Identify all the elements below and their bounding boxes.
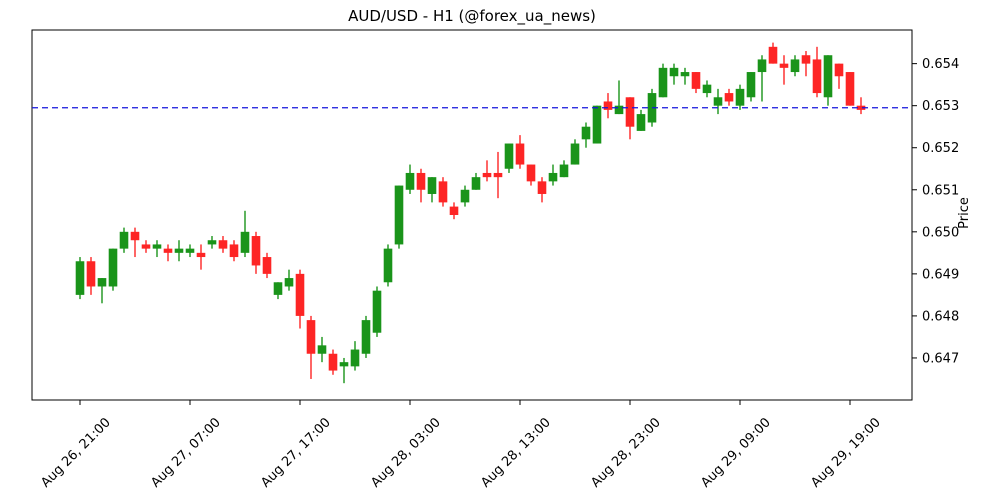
candle-body-down: [537, 181, 547, 194]
candle-body-up: [504, 143, 514, 169]
y-tick-label: 0.648: [922, 309, 959, 324]
candle-body-up: [746, 72, 756, 98]
candle-body-down: [856, 105, 866, 110]
y-tick-label: 0.647: [922, 351, 959, 366]
candle-body-up: [75, 261, 85, 295]
candle-body-down: [416, 172, 426, 190]
candle-body-up: [119, 231, 129, 249]
candle-body-down: [625, 97, 635, 127]
candle-body-down: [779, 63, 789, 68]
candle-body-up: [108, 248, 118, 287]
candle-body-down: [845, 72, 855, 106]
candle-body-up: [680, 72, 690, 77]
candle-body-up: [207, 240, 217, 245]
candle-body-up: [790, 59, 800, 73]
candle-body-down: [515, 143, 525, 165]
candle-body-down: [86, 261, 96, 287]
candle-body-down: [691, 72, 701, 89]
candle-body-down: [812, 59, 822, 94]
candle-body-down: [141, 244, 151, 249]
candle-body-up: [614, 105, 624, 115]
y-tick-label: 0.649: [922, 267, 959, 282]
candle-body-up: [757, 59, 767, 73]
candle-body-up: [592, 105, 602, 144]
candle-body-up: [317, 345, 327, 354]
candle-body-down: [834, 63, 844, 77]
candle-body-down: [482, 172, 492, 178]
y-axis: 0.647 0.648 0.649 0.650 0.651 0.652 0.653 0.654: [912, 57, 959, 366]
candle-body-up: [394, 185, 404, 245]
candle-body-down: [218, 240, 228, 249]
candle-body-down: [449, 206, 459, 215]
candle-body-up: [240, 231, 250, 253]
candle-body-down: [801, 55, 811, 64]
candle-body-up: [559, 164, 569, 178]
chart-title: AUD/USD - H1 (@forex_ua_news): [348, 7, 596, 26]
y-tick-label: 0.654: [922, 57, 959, 72]
candle-body-up: [152, 244, 162, 249]
candle-body-up: [570, 143, 580, 165]
candle-body-down: [262, 257, 272, 274]
candle-body-up: [669, 67, 679, 77]
candle-body-down: [526, 164, 536, 182]
plot-area: [31, 29, 913, 401]
candle-body-up: [185, 248, 195, 253]
candle-body-up: [636, 114, 646, 131]
candle-body-up: [460, 189, 470, 203]
y-tick-label: 0.653: [922, 99, 959, 114]
candle-body-up: [702, 84, 712, 94]
candle-body-up: [339, 362, 349, 367]
y-tick-label: 0.650: [922, 225, 959, 240]
candle-body-down: [229, 244, 239, 258]
candle-body-up: [658, 67, 668, 98]
candle-body-down: [295, 273, 305, 316]
candle-body-up: [97, 278, 107, 287]
y-tick-label: 0.652: [922, 141, 959, 156]
candle-body-down: [603, 101, 613, 110]
candle-body-up: [823, 55, 833, 98]
candle-body-up: [548, 172, 558, 182]
y-tick-label: 0.651: [922, 183, 959, 198]
candle-body-up: [383, 248, 393, 283]
candle-body-down: [493, 172, 503, 178]
candle-body-up: [350, 349, 360, 367]
y-axis-label: Price: [957, 197, 972, 229]
candle-body-up: [471, 177, 481, 190]
candle-body-up: [372, 290, 382, 333]
candle-body-down: [768, 46, 778, 64]
candle-body-down: [306, 320, 316, 354]
candle-body-up: [713, 97, 723, 106]
candle-body-down: [251, 236, 261, 266]
candle-body-up: [735, 88, 745, 106]
candle-body-down: [724, 93, 734, 102]
candle-body-down: [438, 181, 448, 203]
candle-body-up: [427, 177, 437, 194]
candle-body-down: [196, 252, 206, 258]
candle-body-up: [174, 248, 184, 253]
candle-body-up: [273, 282, 283, 295]
candles-layer: [75, 42, 866, 384]
candle-body-down: [328, 353, 338, 371]
candle-body-up: [405, 172, 415, 190]
candle-body-down: [130, 231, 140, 241]
candle-body-up: [284, 278, 294, 287]
candle-body-up: [581, 126, 591, 140]
candle-body-up: [361, 320, 371, 354]
candle-body-down: [163, 248, 173, 253]
